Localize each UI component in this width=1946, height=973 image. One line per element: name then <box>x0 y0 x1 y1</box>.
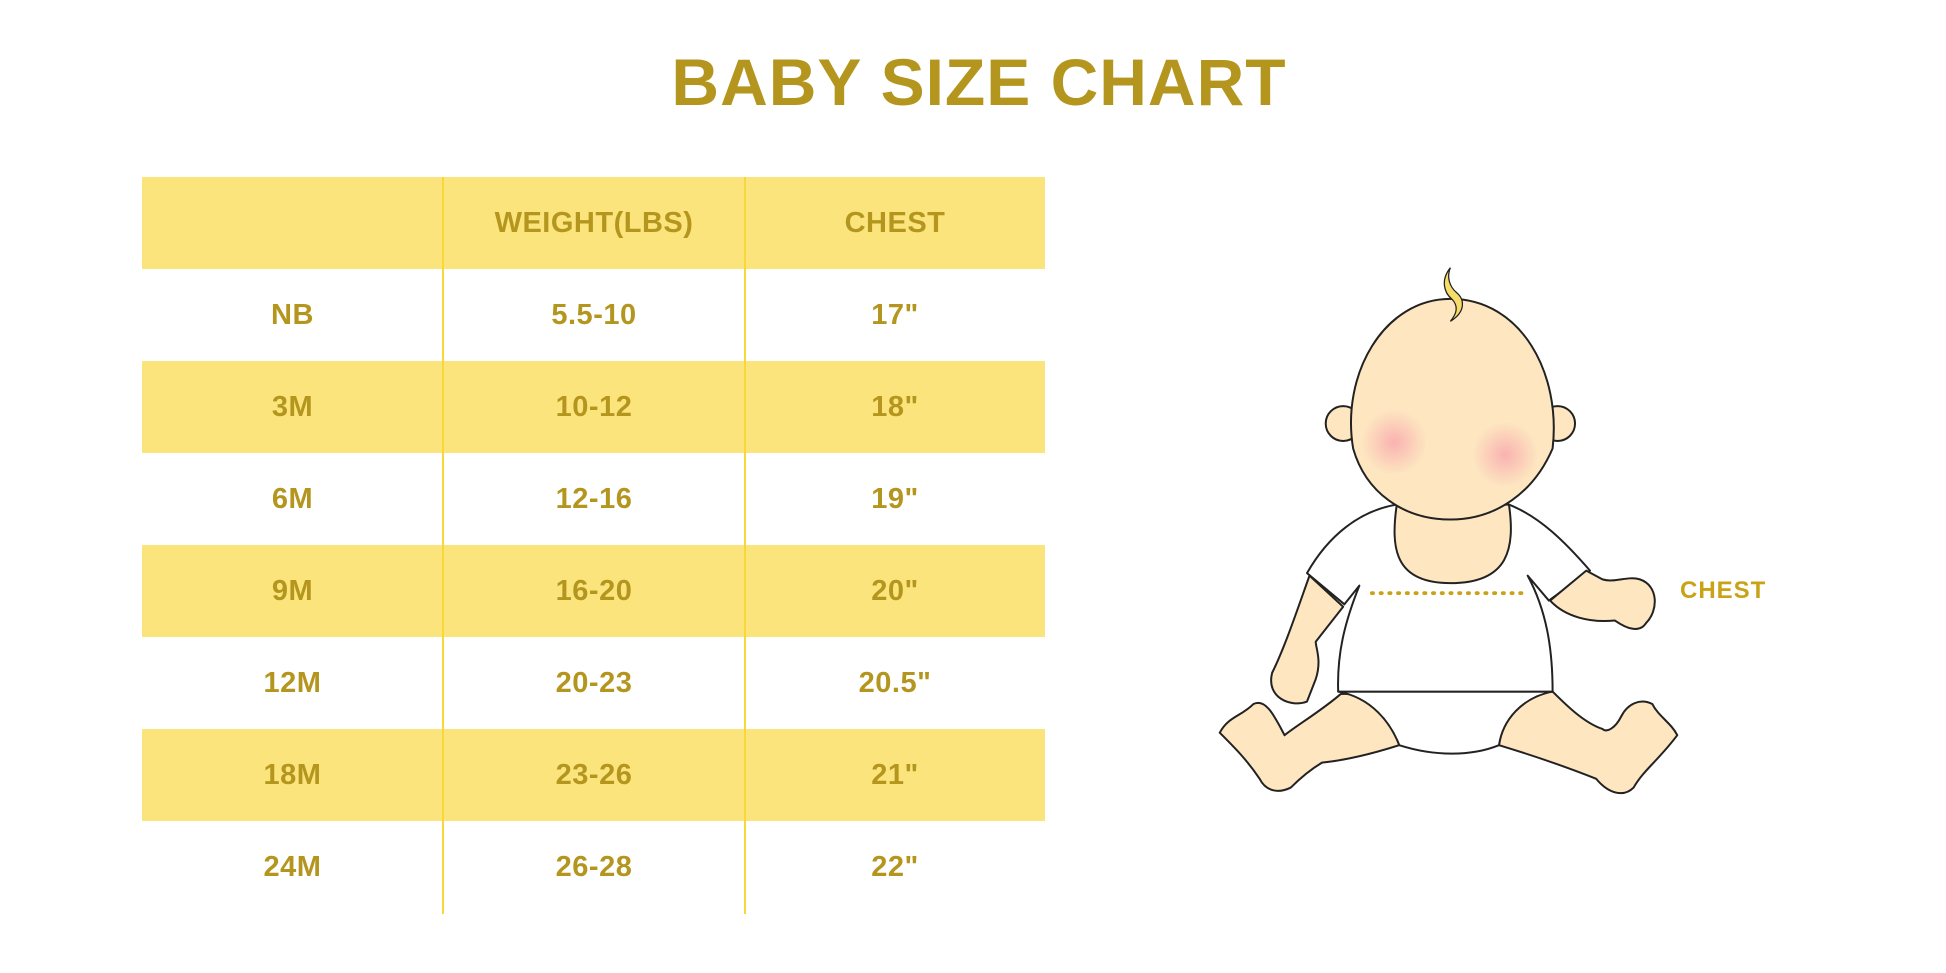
left-leg <box>1218 693 1401 792</box>
right-arm <box>1549 569 1656 630</box>
size-cell: 24M <box>263 850 322 883</box>
table-header-row: WEIGHT(LBS) CHEST <box>142 177 1045 269</box>
head <box>1350 297 1555 521</box>
diaper <box>1337 690 1554 755</box>
size-cell: 9M <box>271 574 314 607</box>
right-cheek <box>1472 422 1538 488</box>
neck <box>1393 503 1512 585</box>
table-row: 6M 12-16 19" <box>142 453 1045 545</box>
shirt <box>1306 503 1591 693</box>
chest-cell: 22" <box>871 850 919 883</box>
table-row: 9M 16-20 20" <box>142 545 1045 637</box>
hair-curl <box>1443 267 1463 322</box>
weight-cell: 20-23 <box>555 666 633 699</box>
size-table: WEIGHT(LBS) CHEST NB 5.5-10 17" 3M 10-12… <box>142 177 1045 913</box>
table-row: 12M 20-23 20.5" <box>142 637 1045 729</box>
table-row: 3M 10-12 18" <box>142 361 1045 453</box>
table-row: 24M 26-28 22" <box>142 821 1045 913</box>
header-size <box>142 177 443 269</box>
size-cell: 12M <box>263 666 322 699</box>
chest-cell: 17" <box>871 298 919 331</box>
weight-cell: 12-16 <box>555 482 633 515</box>
chest-cell: 21" <box>871 758 919 791</box>
left-arm <box>1270 574 1345 705</box>
table-row: NB 5.5-10 17" <box>142 269 1045 361</box>
baby-illustration <box>1218 267 1679 795</box>
page-title: BABY SIZE CHART <box>671 45 1287 119</box>
size-cell: 3M <box>271 390 314 423</box>
header-weight: WEIGHT(LBS) <box>494 206 694 239</box>
chest-cell: 19" <box>871 482 919 515</box>
weight-cell: 26-28 <box>555 850 633 883</box>
size-cell: 18M <box>263 758 322 791</box>
size-cell: 6M <box>271 482 314 515</box>
weight-cell: 23-26 <box>555 758 633 791</box>
weight-cell: 10-12 <box>555 390 633 423</box>
column-divider <box>442 177 444 914</box>
chest-cell: 20.5" <box>858 666 932 699</box>
chest-cell: 20" <box>871 574 919 607</box>
chest-label: CHEST <box>1680 577 1767 604</box>
table-row: 18M 23-26 21" <box>142 729 1045 821</box>
chest-cell: 18" <box>871 390 919 423</box>
size-cell: NB <box>271 298 314 331</box>
weight-cell: 16-20 <box>555 574 633 607</box>
left-cheek <box>1361 409 1427 475</box>
weight-cell: 5.5-10 <box>551 298 637 331</box>
header-chest: CHEST <box>844 206 946 239</box>
right-leg <box>1497 690 1679 795</box>
column-divider <box>744 177 746 914</box>
